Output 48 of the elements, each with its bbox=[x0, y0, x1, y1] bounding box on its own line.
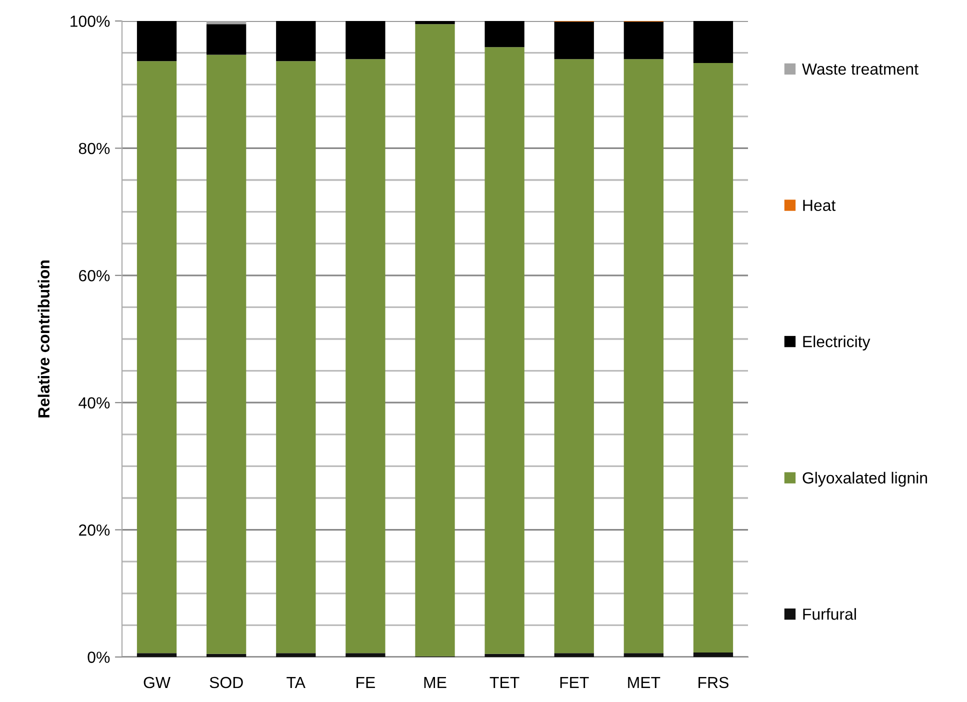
x-tick-label: ME bbox=[424, 677, 446, 688]
x-tick-label: SOD bbox=[210, 676, 243, 688]
bar bbox=[415, 24, 455, 656]
legend-label: Glyoxalated lignin bbox=[802, 472, 927, 487]
x-tick-label: TET bbox=[490, 677, 520, 688]
bar bbox=[276, 653, 316, 657]
bar bbox=[554, 22, 594, 60]
bar bbox=[484, 47, 524, 654]
legend-label: Heat bbox=[803, 200, 836, 212]
bar bbox=[206, 654, 246, 657]
bar bbox=[415, 21, 455, 24]
legend-label: Furfural bbox=[803, 608, 856, 620]
bar bbox=[624, 653, 664, 657]
bar bbox=[346, 653, 386, 657]
y-tick-label: 20% bbox=[79, 524, 110, 536]
bar bbox=[693, 652, 734, 657]
bar bbox=[346, 21, 386, 60]
bar bbox=[554, 59, 594, 654]
y-tick-label: 40% bbox=[78, 397, 110, 409]
x-tick-label: MET bbox=[628, 677, 660, 688]
bar bbox=[206, 24, 246, 55]
x-tick-label: GW bbox=[144, 676, 170, 688]
bar bbox=[276, 21, 316, 62]
bar bbox=[206, 54, 246, 654]
bar bbox=[136, 653, 177, 657]
bar bbox=[136, 21, 177, 62]
legend-label: Waste treatment bbox=[802, 64, 918, 75]
x-tick-label: FE bbox=[356, 677, 375, 688]
bar bbox=[554, 653, 594, 657]
bar bbox=[693, 62, 734, 653]
x-tick-label: TA bbox=[286, 677, 306, 688]
y-tick-label: 80% bbox=[78, 142, 110, 154]
bar bbox=[693, 21, 734, 63]
x-tick-label: FET bbox=[560, 677, 589, 688]
bar bbox=[484, 21, 524, 48]
bar bbox=[276, 61, 316, 654]
bar bbox=[136, 61, 177, 654]
x-tick-label: FRS bbox=[698, 676, 728, 688]
bar bbox=[624, 22, 664, 60]
legend-label: Electricity bbox=[803, 336, 870, 350]
bar bbox=[206, 21, 246, 24]
y-tick-label: 0% bbox=[88, 652, 110, 663]
y-axis-title: Relative contribution bbox=[38, 260, 50, 418]
bar bbox=[624, 59, 664, 654]
bar bbox=[346, 59, 386, 654]
y-tick-label: 100% bbox=[70, 16, 110, 27]
bar bbox=[484, 654, 524, 657]
y-tick-label: 60% bbox=[79, 270, 110, 282]
